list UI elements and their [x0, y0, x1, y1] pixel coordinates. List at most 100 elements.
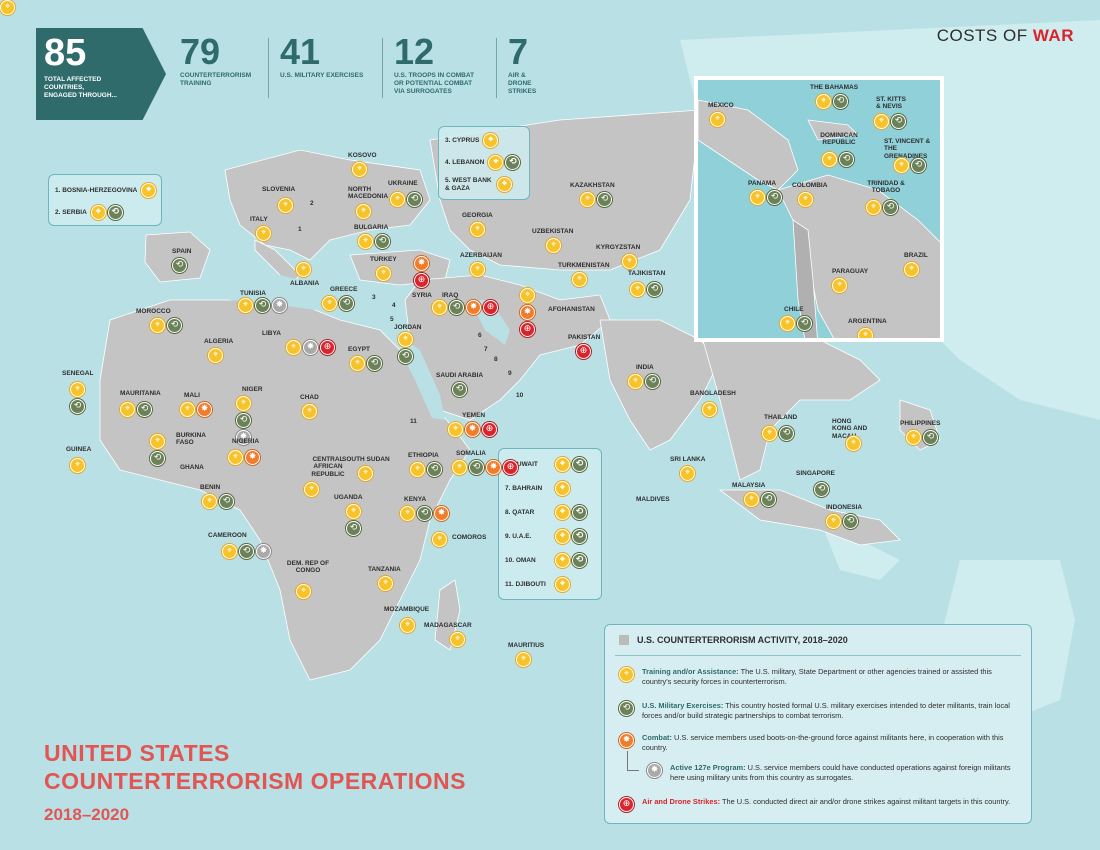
crosshair-icon: ⌖ — [826, 514, 841, 529]
crosshair-strike-icon: ⊕ — [414, 273, 429, 288]
country-icons: ⌖ ⟲ — [580, 192, 612, 207]
crosshair-icon: ⌖ — [358, 466, 373, 481]
crosshair-icon: ⌖ — [858, 328, 873, 338]
country-label: LIBYA — [262, 330, 281, 337]
country-label: MAURITANIA — [120, 390, 161, 397]
arrows-cycle-icon: ⟲ — [797, 316, 812, 331]
country-label: SINGAPORE — [796, 470, 836, 477]
crosshair-icon: ⌖ — [906, 430, 921, 445]
crosshair-icon: ⌖ — [680, 466, 695, 481]
arrows-cycle-icon: ⟲ — [137, 402, 152, 417]
legend: U.S. COUNTERTERRORISM ACTIVITY, 2018–202… — [604, 624, 1032, 824]
country-icons: ⌖ — [376, 266, 391, 281]
country-icons: ⌖ — [450, 632, 465, 647]
country-icons: ⌖ — [352, 162, 367, 177]
crosshair-icon: ⌖ — [874, 114, 889, 129]
arrows-cycle-icon: ⟲ — [891, 114, 906, 129]
crosshair-icon: ⌖ — [470, 262, 485, 277]
arrows-cycle-icon: ⟲ — [427, 462, 442, 477]
country-icons: ⌖ — [572, 272, 587, 287]
crosshair-icon: ⌖ — [780, 316, 795, 331]
brand-logo: COSTS OF WAR — [936, 26, 1074, 45]
arrows-cycle-icon: ⟲ — [417, 506, 432, 521]
country-label: EGYPT — [348, 346, 371, 353]
country-icons: ⌖ — [378, 576, 393, 591]
country-icons: ⌖ — [680, 466, 695, 481]
crosshair-icon: ⌖ — [202, 494, 217, 509]
country-icons: ⌖ — [302, 404, 317, 419]
arrows-cycle-icon: ⟲ — [779, 426, 794, 441]
gray-burst-icon: ✸ — [647, 763, 662, 778]
balkans-box: 1. BOSNIA-HERZEGOVINA ⌖ 2. SERBIA ⌖ ⟲ — [48, 174, 162, 226]
country-icons: ⌖ ⟲ — [150, 318, 182, 333]
arrows-cycle-icon: ⟲ — [843, 514, 858, 529]
country-icons: ⌖ ⟲ ✸ ⊕ — [452, 460, 518, 475]
country-label: NORTH MACEDONIA — [348, 186, 389, 201]
country-label: NIGERIA — [232, 438, 260, 445]
legend-item-strikes: ⊕ Air and Drone Strikes: The U.S. conduc… — [619, 797, 1019, 812]
crosshair-icon: ⌖ — [228, 450, 243, 465]
marker-11: 11 — [410, 418, 417, 425]
crosshair-icon: ⌖ — [376, 266, 391, 281]
country-label: PAKISTAN — [568, 334, 601, 341]
list-item: 1. BOSNIA-HERZEGOVINA ⌖ — [55, 183, 157, 198]
marker-4: 4 — [392, 302, 396, 309]
crosshair-icon: ⌖ — [390, 192, 405, 207]
country-label: UKRAINE — [388, 180, 418, 187]
crosshair-icon: ⌖ — [208, 348, 223, 363]
country-icons: ⌖ — [516, 652, 531, 667]
country-label: PARAGUAY — [832, 268, 869, 275]
country-label: CHILE — [784, 306, 804, 313]
crosshair-icon: ⌖ — [150, 434, 165, 449]
crosshair-icon: ⌖ — [238, 298, 253, 313]
list-item: 2. SERBIA ⌖ ⟲ — [55, 205, 123, 220]
crosshair-icon: ⌖ — [822, 152, 837, 167]
crosshair-icon: ⌖ — [222, 544, 237, 559]
country-icons: ⌖ — [400, 618, 415, 633]
crosshair-icon: ⌖ — [450, 632, 465, 647]
arrows-cycle-icon: ⟲ — [239, 544, 254, 559]
country-icons: ⌖ — [710, 112, 725, 127]
country-label: CENTRAL AFRICAN REPUBLIC — [311, 456, 345, 478]
arrows-cycle-icon: ⟲ — [839, 152, 854, 167]
crosshair-icon: ⌖ — [580, 192, 595, 207]
country-icons: ⌖ — [622, 254, 637, 269]
arrows-cycle-icon: ⟲ — [167, 318, 182, 333]
arrows-cycle-icon: ⟲ — [407, 192, 422, 207]
country-label: AFGHANISTAN — [548, 306, 595, 313]
country-icons: ⌖ — [832, 278, 847, 293]
country-label: KAZAKHSTAN — [570, 182, 615, 189]
crosshair-strike-icon: ⊕ — [619, 797, 634, 812]
arrows-cycle-icon: ⟲ — [619, 701, 634, 716]
country-label: MAURITIUS — [508, 642, 545, 649]
arrows-cycle-icon: ⟲ — [339, 296, 354, 311]
crosshair-icon: ⌖ — [286, 340, 301, 355]
country-icons: ⌖ — [904, 262, 919, 277]
country-label: SYRIA — [412, 292, 432, 299]
stat-total-label: TOTAL AFFECTED COUNTRIES, ENGAGED THROUG… — [44, 76, 117, 99]
country-label: IRAQ — [442, 292, 459, 299]
country-icons: ⌖ ⟲ — [906, 430, 938, 445]
country-icons: ⟲ — [814, 482, 829, 497]
country-icons: ⌖ ✸ ⊕ — [520, 288, 535, 337]
country-label: BENIN — [200, 484, 221, 491]
country-icons: ⊕ — [576, 344, 591, 359]
country-label: SENEGAL — [62, 370, 94, 377]
country-label: THE BAHAMAS — [810, 84, 859, 91]
crosshair-strike-icon: ⊕ — [482, 422, 497, 437]
country-label: SAUDI ARABIA — [436, 372, 484, 379]
mideast-box: 3. CYPRUS ⌖ 4. LEBANON ⌖ ⟲ 5. WEST BANK & G… — [438, 126, 530, 200]
crosshair-icon: ⌖ — [90, 205, 106, 220]
country-label: BULGARIA — [354, 224, 389, 231]
country-icons: ⌖ — [70, 458, 85, 473]
country-label: TURKMENISTAN — [558, 262, 610, 269]
crosshair-icon: ⌖ — [352, 162, 367, 177]
country-icons: ✸ ⊕ — [414, 256, 429, 288]
country-label: KYRGYZSTAN — [596, 244, 641, 251]
country-label: GEORGIA — [462, 212, 493, 219]
stat-total: 85 TOTAL AFFECTED COUNTRIES, ENGAGED THR… — [36, 28, 166, 120]
country-label: INDONESIA — [826, 504, 863, 511]
arrows-cycle-icon: ⟲ — [645, 374, 660, 389]
country-icons: ⌖ — [432, 532, 447, 547]
list-item: 5. WEST BANK & GAZA ⌖ — [445, 177, 525, 192]
